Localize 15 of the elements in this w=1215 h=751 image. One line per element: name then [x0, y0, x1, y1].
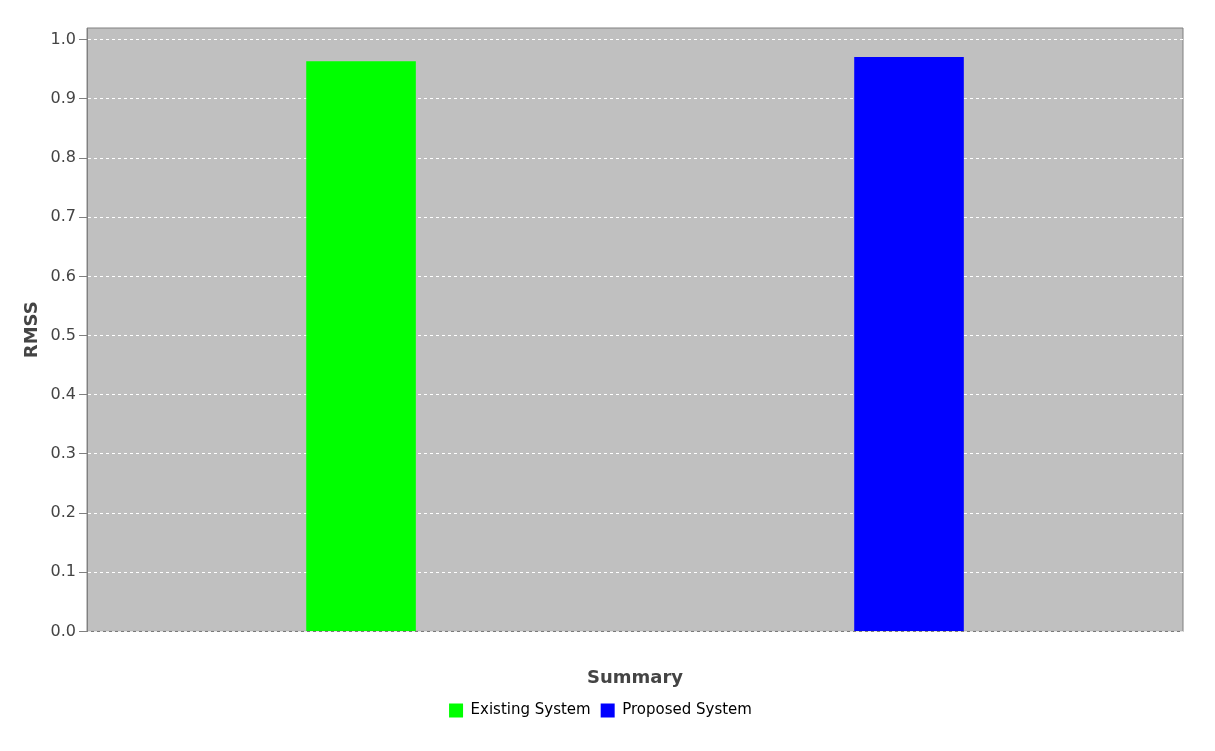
y-tick-label: 0.1 [50, 561, 77, 581]
legend-label: Existing System [470, 700, 591, 719]
y-tick-label: 0.6 [50, 265, 77, 285]
y-axis-title: RMSS [20, 301, 42, 359]
y-tick-label: 0.0 [50, 620, 77, 640]
x-axis-title: Summary [587, 665, 684, 687]
y-tick-label: 0.5 [50, 324, 77, 344]
y-tick-label: 0.2 [50, 502, 77, 522]
y-tick-label: 0.9 [50, 88, 77, 108]
y-tick-label: 0.7 [50, 206, 77, 226]
y-tick-label: 0.3 [50, 443, 77, 463]
legend-label: Proposed System [622, 700, 752, 719]
y-tick-label: 1.0 [50, 28, 77, 48]
y-tick-label: 0.8 [50, 147, 77, 167]
y-tick-label: 0.4 [50, 383, 77, 403]
